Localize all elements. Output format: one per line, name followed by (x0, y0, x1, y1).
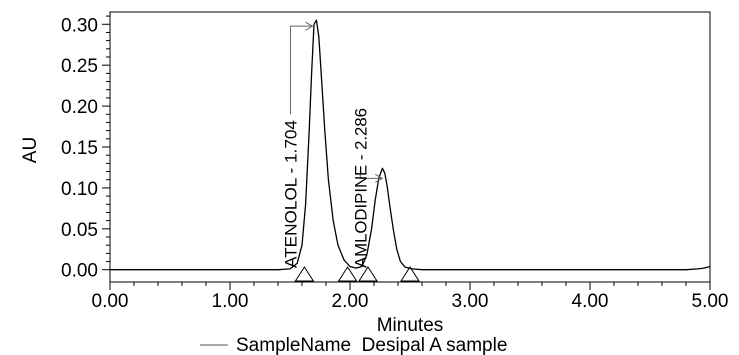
plot-frame (109, 11, 711, 283)
x-tick-label: 3.00 (452, 291, 489, 312)
x-axis: 0.00 1.00 2.00 3.00 4.00 5.00 (92, 282, 729, 312)
x-tick-label: 5.00 (692, 291, 729, 312)
x-axis-title: Minutes (377, 315, 444, 336)
y-axis-title: AU (20, 137, 41, 163)
y-tick-label: 0.05 (61, 220, 98, 241)
y-tick-label: 0.30 (61, 15, 98, 36)
integration-marker (337, 266, 358, 282)
y-tick-label: 0.25 (61, 56, 98, 77)
peak-arrow-head (375, 173, 384, 183)
y-tick-label: 0.00 (61, 261, 98, 282)
integration-marker (358, 266, 378, 282)
x-tick-label: 4.00 (572, 291, 609, 312)
integration-marker (294, 266, 315, 282)
peak-labels: ATENOLOL - 1.704 AMLODIPINE - 2.286 (281, 21, 384, 268)
peak-label: ATENOLOL - 1.704 (281, 120, 300, 268)
series-layer (110, 19, 711, 271)
peak-arrow-head (305, 21, 314, 31)
integration-marker (400, 266, 420, 282)
peak-leader-line (289, 25, 312, 115)
y-tick-label: 0.15 (61, 138, 98, 159)
integration-markers (294, 266, 420, 282)
legend-entry: SampleName Desipal A sample (236, 335, 507, 355)
y-tick-label: 0.20 (61, 97, 98, 118)
peak-leader-line (359, 171, 382, 179)
peak-annotation: AMLODIPINE - 2.286 (351, 108, 384, 268)
series-line (110, 19, 711, 271)
y-axis: 0.00 0.05 0.10 0.15 0.20 0.25 0.30 (61, 15, 110, 282)
x-tick-label: 2.00 (332, 291, 369, 312)
peak-label: AMLODIPINE - 2.286 (351, 108, 370, 268)
peak-annotation: ATENOLOL - 1.704 (281, 21, 314, 268)
y-tick-label: 0.10 (61, 179, 98, 200)
x-tick-label: 0.00 (92, 291, 129, 312)
x-tick-label: 1.00 (212, 291, 249, 312)
